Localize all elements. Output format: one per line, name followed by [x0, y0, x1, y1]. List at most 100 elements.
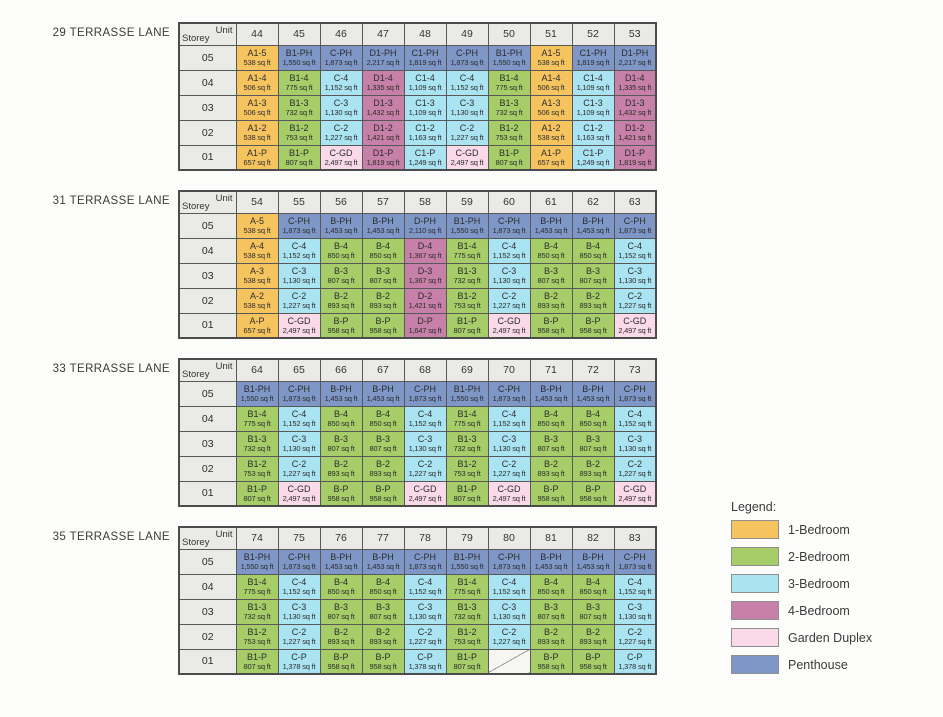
unit-cell: C-GD 2,497 sq ft	[613, 480, 657, 507]
unit-label: Unit	[215, 361, 233, 372]
unit-type-label: C-4	[501, 240, 517, 251]
unit-type-label: B1-4	[457, 240, 477, 251]
unit-cell: C-3 1,130 sq ft	[445, 94, 489, 121]
unit-type-label: B-4	[543, 576, 558, 587]
unit-number-header: 74	[235, 526, 279, 550]
unit-type-label: B1-2	[289, 122, 309, 133]
unit-cell: A1-5 538 sq ft	[235, 44, 279, 71]
unit-type-label: B-P	[585, 315, 601, 326]
storey-cell: 05	[178, 548, 237, 575]
unit-area-label: 1,152 sq ft	[282, 587, 316, 597]
unit-area-label: 1,130 sq ft	[618, 276, 652, 286]
buildings-container: 29 TERRASSE LANE Unit Storey 44 45 46 47 48 49 50…	[0, 22, 943, 675]
unit-area-label: 850 sq ft	[327, 587, 355, 597]
unit-cell: B1-3 732 sq ft	[445, 430, 489, 457]
unit-cell: B-2 893 sq ft	[529, 623, 573, 650]
unit-type-label: B1-2	[247, 626, 267, 637]
unit-type-label: C-P	[291, 651, 307, 662]
unit-cell: B-4 850 sq ft	[361, 237, 405, 264]
unit-number-header: 63	[613, 190, 657, 214]
unit-area-label: 807 sq ft	[579, 276, 607, 286]
unit-cell: D1-PH 2,217 sq ft	[361, 44, 405, 71]
unit-area-label: 850 sq ft	[369, 251, 397, 261]
unit-type-label: B-3	[585, 601, 600, 612]
unit-area-label: 2,497 sq ft	[618, 326, 652, 335]
unit-cell: B1-4 775 sq ft	[445, 237, 489, 264]
unit-type-label: B-4	[375, 240, 390, 251]
unit-cell: B1-3 732 sq ft	[235, 598, 279, 625]
unit-cell: C-2 1,227 sq ft	[277, 287, 321, 314]
unit-type-label: D-2	[417, 290, 433, 301]
unit-cell: A1-2 538 sq ft	[235, 119, 279, 146]
unit-type-label: C-2	[291, 458, 307, 469]
unit-area-label: 1,335 sq ft	[618, 83, 652, 93]
storey-cell: 05	[178, 212, 237, 239]
unit-cell: B1-2 753 sq ft	[445, 623, 489, 650]
unit-type-label: B1-4	[457, 576, 477, 587]
unit-number-header: 58	[403, 190, 447, 214]
unit-cell: C-3 1,130 sq ft	[277, 262, 321, 289]
unit-type-label: C-2	[459, 122, 475, 133]
unit-number-header: 59	[445, 190, 489, 214]
unit-type-label: B1-3	[499, 97, 519, 108]
unit-number-header: 69	[445, 358, 489, 382]
unit-cell: B-P 958 sq ft	[319, 480, 363, 507]
unit-number-header: 62	[571, 190, 615, 214]
unit-type-label: B1-PH	[243, 383, 271, 394]
unit-cell: C-PH 1,873 sq ft	[403, 548, 447, 575]
legend-item-label: Garden Duplex	[788, 630, 873, 645]
unit-area-label: 1,432 sq ft	[366, 108, 400, 118]
storey-row: 05 A1-5 538 sq ft B1-PH 1,550 sq ft C-PH 1,873…	[178, 44, 657, 71]
unit-area-label: 1,152 sq ft	[618, 419, 652, 429]
unit-number-header: 73	[613, 358, 657, 382]
unit-cell: B1-2 753 sq ft	[235, 623, 279, 650]
storey-cell: 03	[178, 262, 237, 289]
unit-number-header: 57	[361, 190, 405, 214]
unit-cell: B-P 958 sq ft	[361, 480, 405, 507]
unit-type-label: B-PH	[582, 383, 604, 394]
unit-area-label: 958 sq ft	[369, 326, 397, 335]
unit-type-label: C1-2	[415, 122, 435, 133]
unit-type-label: C-GD	[413, 483, 437, 494]
unit-cell: B1-2 753 sq ft	[445, 455, 489, 482]
unit-type-label: B1-3	[457, 433, 477, 444]
unit-cell: B-P 958 sq ft	[571, 312, 615, 339]
legend-item: Penthouse	[731, 655, 872, 674]
unit-area-label: 893 sq ft	[579, 301, 607, 311]
unit-cell: B-3 807 sq ft	[529, 598, 573, 625]
legend-item: 4-Bedroom	[731, 601, 872, 620]
unit-type-label: C-GD	[287, 483, 311, 494]
unit-area-label: 1,873 sq ft	[450, 58, 484, 68]
unit-cell: B1-3 732 sq ft	[235, 430, 279, 457]
legend-swatch-ph	[731, 655, 779, 674]
unit-type-label: C1-3	[583, 97, 603, 108]
unit-area-label: 1,873 sq ft	[408, 562, 442, 572]
storey-row: 01 A1-P 657 sq ft B1-P 807 sq ft C-GD 2,497 sq…	[178, 144, 657, 171]
unit-area-label: 2,217 sq ft	[366, 58, 400, 68]
unit-number-header: 76	[319, 526, 363, 550]
unit-cell: B-3 807 sq ft	[319, 430, 363, 457]
unit-cell: C-2 1,227 sq ft	[319, 119, 363, 146]
storey-cell: 01	[178, 480, 237, 507]
unit-cell: B-4 850 sq ft	[529, 405, 573, 432]
unit-area-label: 1,421 sq ft	[366, 133, 400, 143]
unit-type-label: C-PH	[330, 47, 352, 58]
unit-area-label: 1,378 sq ft	[618, 662, 652, 671]
storey-row: 03 B1-3 732 sq ft C-3 1,130 sq ft B-3 807 sq f…	[178, 598, 657, 625]
unit-cell: B-3 807 sq ft	[529, 430, 573, 457]
unit-cell: B-2 893 sq ft	[361, 623, 405, 650]
unit-cell: D1-4 1,335 sq ft	[361, 69, 405, 96]
unit-cell: B-3 807 sq ft	[571, 598, 615, 625]
unit-type-label: B1-3	[289, 97, 309, 108]
unit-area-label: 657 sq ft	[537, 158, 565, 167]
unit-area-label: 1,227 sq ft	[282, 301, 316, 311]
unit-cell: B1-2 753 sq ft	[445, 287, 489, 314]
unit-area-label: 753 sq ft	[453, 301, 481, 311]
unit-type-label: B-PH	[372, 551, 394, 562]
unit-area-label: 1,152 sq ft	[282, 419, 316, 429]
unit-type-label: B-2	[585, 458, 600, 469]
unit-area-label: 2,497 sq ft	[618, 494, 652, 503]
unit-type-label: B-3	[543, 601, 558, 612]
unit-type-label: B-2	[375, 458, 390, 469]
unit-cell: A-3 538 sq ft	[235, 262, 279, 289]
